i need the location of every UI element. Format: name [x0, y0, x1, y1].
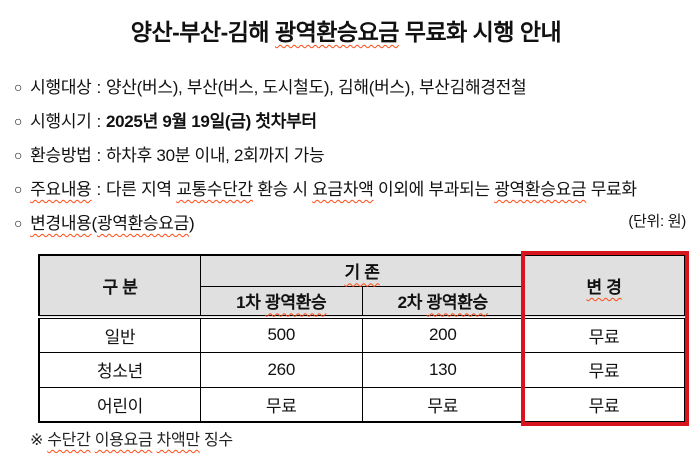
colon-separator: :	[96, 112, 102, 131]
bullet-item-transfer-method: ○ 환승방법: 하차후 30분 이내, 2회까지 가능	[14, 138, 684, 172]
cell-changed-fare: 무료	[523, 316, 686, 353]
col-header-label: 1차	[236, 293, 266, 313]
cell-category: 일반	[38, 316, 201, 353]
circle-bullet-icon: ○	[14, 113, 23, 129]
paren-close: )	[188, 214, 195, 233]
col-header-label: 구 분	[102, 278, 138, 297]
circle-bullet-icon: ○	[14, 215, 23, 231]
bullet-label: 변경내용	[30, 214, 92, 233]
col-header-label: 2차	[397, 293, 427, 313]
table-row: 일반 500 200 무료	[38, 316, 686, 353]
col-header-label: 기 존	[344, 263, 380, 283]
footnote-tail: 징수	[199, 432, 233, 449]
col-header-label: 변 경	[586, 278, 622, 297]
bullet-item-start-date: ○ 시행시기:2025년 9월 19일(금) 첫차부터	[14, 104, 684, 138]
table-row: 어린이 무료 무료 무료	[38, 386, 686, 423]
reference-mark-icon: ※	[30, 432, 48, 449]
colon-separator: :	[96, 78, 102, 97]
colon-separator: :	[96, 146, 102, 165]
circle-bullet-icon: ○	[14, 147, 23, 163]
bullet-value-part: 환승 시	[252, 180, 313, 199]
col-header-label-spellcheck: 광역환승	[426, 293, 489, 313]
cell-changed-fare: 무료	[523, 351, 686, 388]
bullet-value: 2025년 9월 19일(금) 첫차부터	[105, 112, 317, 131]
cell-category: 청소년	[38, 351, 201, 388]
footnote-word-spellcheck: 이용요금	[94, 432, 153, 449]
cell-first-transfer-fare: 260	[200, 351, 363, 388]
bullet-value-part: 무료화	[586, 180, 637, 199]
page-title: 양산-부산-김해 광역환승요금 무료화 시행 안내	[0, 13, 692, 47]
title-text: 양산-부산-김해	[130, 19, 275, 45]
col-header-existing: 기 존	[200, 254, 524, 287]
bullet-value-part: 다른 지역	[105, 180, 177, 199]
footnote-word-spellcheck: 수단간	[47, 432, 91, 449]
bullet-label: 시행대상	[30, 78, 92, 97]
col-header-category: 구 분	[38, 254, 201, 319]
bullet-item-changed-content: ○ 변경내용(광역환승요금)	[14, 206, 684, 240]
col-header-changed: 변 경	[523, 254, 686, 319]
table-row: 청소년 260 130 무료	[38, 351, 686, 388]
col-header-second-transfer: 2차 광역환승	[361, 285, 524, 319]
paren-open: (	[91, 214, 98, 233]
colon-separator: :	[96, 180, 102, 199]
bullet-value-spellcheck: 요금차액	[312, 180, 374, 199]
col-header-label-spellcheck: 광역환승	[265, 293, 327, 313]
bullet-value: 하차후 30분 이내, 2회까지 가능	[105, 146, 325, 165]
table-header-row-1: 구 분 기 존 변 경	[38, 254, 686, 319]
unit-label: (단위: 원)	[628, 213, 686, 230]
cell-second-transfer-fare: 무료	[361, 386, 524, 423]
bullet-item-main-content: ○ 주요내용: 다른 지역 교통수단간 환승 시 요금차액 이외에 부과되는 광역환…	[14, 172, 684, 206]
title-text-tail: 무료화 시행 안내	[398, 19, 562, 45]
bullet-list: ○ 시행대상: 양산(버스), 부산(버스, 도시철도), 김해(버스), 부산김해…	[14, 70, 684, 240]
title-text-spellcheck: 광역환승요금	[274, 19, 399, 45]
footnote-word-spellcheck: 차액만	[156, 432, 201, 449]
bullet-label: 시행시기	[30, 112, 92, 131]
fare-table-container: 구 분 기 존 변 경 1차 광역환승 2차 광역환승 일반 500 200 무…	[38, 251, 689, 426]
bullet-value-part: 이외에 부과되는	[373, 180, 495, 199]
cell-second-transfer-fare: 130	[361, 351, 524, 388]
bullet-label: 주요내용	[30, 180, 92, 199]
bullet-label-detail: 광역환승요금	[96, 214, 189, 233]
footnote: ※ 수단간 이용요금 차액만 징수	[30, 424, 233, 458]
cell-first-transfer-fare: 500	[200, 316, 363, 353]
table-header-row-2: 1차 광역환승 2차 광역환승	[39, 285, 685, 319]
col-header-first-transfer: 1차 광역환승	[200, 285, 363, 319]
circle-bullet-icon: ○	[14, 181, 23, 197]
bullet-label: 환승방법	[30, 146, 92, 165]
circle-bullet-icon: ○	[14, 79, 23, 95]
cell-changed-fare: 무료	[523, 386, 686, 423]
fare-table: 구 분 기 존 변 경 1차 광역환승 2차 광역환승 일반 500 200 무…	[38, 254, 686, 423]
cell-first-transfer-fare: 무료	[200, 386, 363, 423]
cell-second-transfer-fare: 200	[361, 316, 524, 353]
bullet-value-spellcheck: 광역환승요금	[494, 180, 587, 199]
cell-category: 어린이	[38, 386, 201, 423]
bullet-value: 양산(버스), 부산(버스, 도시철도), 김해(버스), 부산김해경전철	[105, 78, 527, 97]
bullet-item-target: ○ 시행대상: 양산(버스), 부산(버스, 도시철도), 김해(버스), 부산김해…	[14, 70, 684, 104]
bullet-value-spellcheck: 교통수단간	[176, 180, 253, 199]
